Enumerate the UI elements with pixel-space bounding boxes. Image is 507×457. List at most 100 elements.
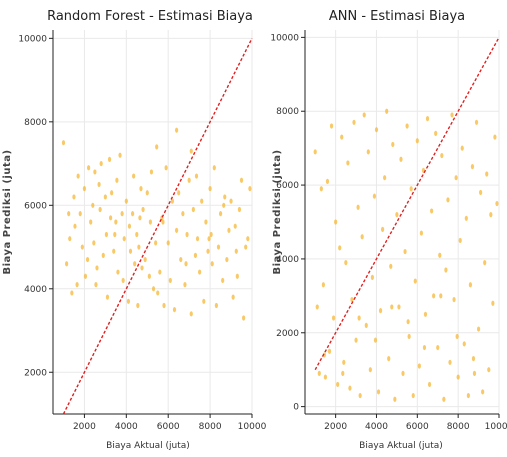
random-forest-data-point [107,156,112,162]
ann-data-point [448,359,452,365]
random-forest-data-point [115,177,119,183]
ann-data-point [407,333,411,340]
ann-y-tick-label: 0 [293,403,299,413]
random-forest-data-point [104,231,109,238]
random-forest-data-point [93,169,97,175]
ann-x-axis-label: Biaya Aktual (juta) [359,441,443,451]
random-forest-data-point [185,231,189,238]
ann-data-point [434,130,438,136]
random-forest-data-point [139,186,143,192]
ann-data-point [462,341,466,347]
random-forest-data-point [151,286,156,292]
ann-data-point [397,304,401,310]
random-forest-data-point [208,186,212,192]
random-forest-data-point [136,302,140,309]
ann-data-point [341,370,345,376]
random-forest-data-point [231,294,235,300]
ann-data-point [460,145,464,151]
random-forest-reference-line [62,38,253,415]
ann-data-point [411,392,415,399]
ann-data-point [378,308,383,314]
random-forest-data-point [184,261,188,267]
random-forest-data-point [110,190,114,196]
random-forest-data-point [120,211,124,217]
random-forest-data-point [133,261,137,267]
random-forest-data-point [161,219,165,225]
ann-data-point [329,123,334,129]
ann-y-tick-label: 4000 [276,255,299,265]
ann-data-point [442,396,446,402]
random-forest-y-axis-label: Biaya Prediksi (juta) [2,149,13,274]
random-forest-data-point [98,206,102,213]
ann-data-point [409,186,413,192]
random-forest-data-point [82,186,87,192]
random-forest-data-point [121,277,125,284]
random-forest-data-point [75,282,79,288]
ann-data-point [423,311,428,317]
ann-data-point [452,296,456,303]
ann-data-point [321,282,325,288]
random-forest-y-tick-label: 10000 [18,34,47,44]
random-forest-data-point [68,236,72,242]
ann-data-point [491,300,495,306]
ann-data-point [344,260,348,266]
ann-data-point [385,108,389,114]
random-forest-x-tick-label: 8000 [199,422,222,432]
ann-data-point [387,356,391,362]
random-forest-data-point [91,202,95,208]
random-forest-data-point [92,240,96,246]
random-forest-data-point [202,298,206,304]
ann-panel: ANN - Estimasi Biaya Biaya Prediksi (jut… [270,9,507,451]
ann-data-point [474,119,479,125]
random-forest-title: Random Forest - Estimasi Biaya [47,9,253,24]
ann-data-point [327,348,332,354]
random-forest-data-point [85,256,90,263]
ann-data-point [466,392,470,399]
random-forest-panel: Random Forest - Estimasi Biaya Biaya Pre… [2,9,267,451]
ann-data-point [464,215,468,221]
random-forest-data-point [155,144,159,150]
ann-data-point [362,112,366,118]
random-forest-data-point [246,236,250,242]
ann-data-point [485,171,489,177]
random-forest-data-point [210,261,214,267]
random-forest-data-point [65,261,69,267]
ann-data-point [342,359,346,365]
ann-data-point [439,293,443,299]
random-forest-data-point [214,302,218,309]
random-forest-data-point [76,173,80,179]
random-forest-data-point [174,127,179,133]
ann-data-point [331,315,336,321]
random-forest-x-tick-label: 4000 [115,422,138,432]
ann-x-tick-label: 6000 [406,422,429,432]
random-forest-data-point [114,219,118,225]
random-forest-data-point [89,219,93,225]
ann-data-point [401,370,405,376]
ann-data-point [360,234,364,240]
random-forest-data-point [145,190,149,196]
random-forest-data-point [118,152,122,158]
ann-data-point [348,385,352,391]
random-forest-data-point [105,294,110,300]
random-forest-data-point [207,236,211,242]
ann-x-tick-label: 10000 [485,422,507,432]
random-forest-data-point [170,198,174,204]
random-forest-data-point [80,244,84,250]
ann-data-point [364,322,368,328]
ann-data-point [370,274,374,280]
random-forest-data-point [138,215,142,221]
random-forest-data-point [141,206,145,213]
random-forest-data-point [189,311,193,317]
random-forest-data-point [177,190,181,196]
random-forest-data-point [67,211,71,217]
ann-data-point [389,263,393,269]
ann-data-point [446,197,450,203]
ann-data-point [476,326,481,332]
ann-data-point [322,352,326,358]
random-forest-data-point [209,231,213,238]
random-forest-y-tick-label: 2000 [24,368,47,378]
ann-data-point [481,389,485,395]
random-forest-data-point [97,181,101,188]
ann-data-point [432,293,436,299]
ann-data-point [405,123,409,129]
